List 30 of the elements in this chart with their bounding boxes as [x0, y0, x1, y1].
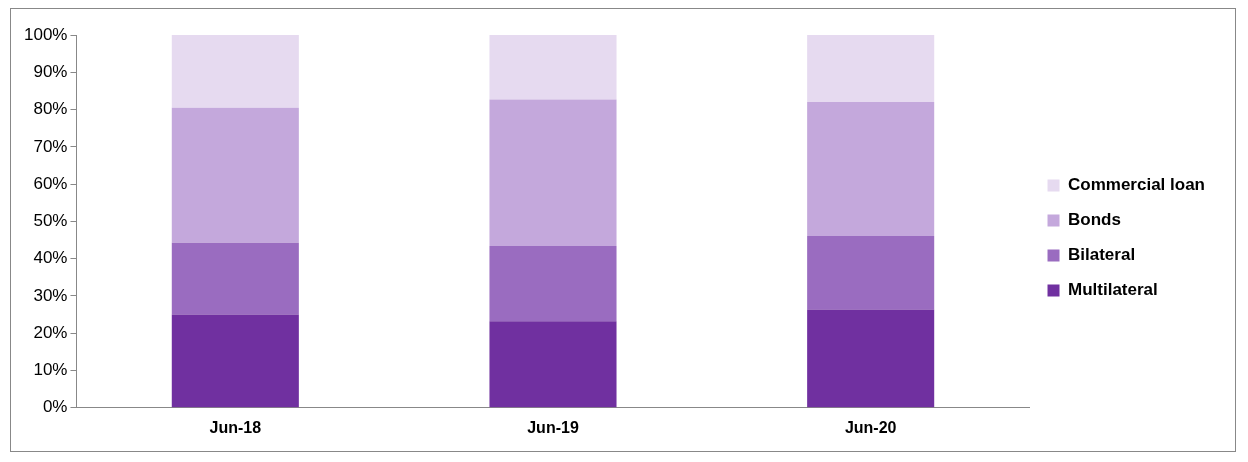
- legend-label: Bonds: [1068, 210, 1121, 230]
- bar: [171, 314, 299, 408]
- y-tick-label: 100%: [24, 24, 68, 44]
- y-tick-label: 20%: [33, 322, 68, 342]
- bar: [171, 35, 299, 108]
- y-tick-label: 50%: [33, 211, 68, 231]
- y-tick-label: 10%: [33, 360, 68, 380]
- bar: [171, 242, 299, 315]
- bar: [489, 35, 617, 100]
- legend-label: Bilateral: [1068, 245, 1136, 265]
- y-tick-label: 40%: [33, 248, 68, 268]
- bar: [489, 321, 617, 408]
- x-tick-label: Jun-19: [527, 418, 579, 436]
- x-tick-label: Jun-18: [209, 418, 262, 436]
- y-tick-label: 90%: [33, 61, 68, 81]
- y-tick-label: 30%: [33, 285, 68, 305]
- y-tick-label: 60%: [33, 173, 68, 193]
- bar: [807, 235, 935, 310]
- y-tick-label: 70%: [33, 136, 68, 156]
- bar: [489, 99, 617, 247]
- legend-label: Commercial loan: [1068, 175, 1206, 195]
- bar: [489, 246, 617, 322]
- legend-label: Multilateral: [1068, 280, 1158, 300]
- y-tick-label: 80%: [33, 99, 68, 119]
- y-tick-label: 0%: [42, 397, 68, 417]
- bar: [171, 107, 299, 243]
- bar: [807, 35, 935, 103]
- bar: [807, 309, 935, 408]
- bar: [807, 102, 935, 236]
- x-tick-label: Jun-20: [844, 418, 897, 436]
